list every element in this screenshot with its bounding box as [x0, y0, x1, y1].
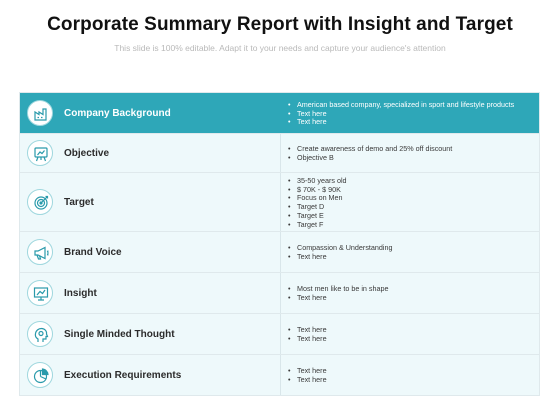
- column-divider: [280, 232, 281, 272]
- page-subtitle: This slide is 100% editable. Adapt it to…: [114, 43, 446, 53]
- bullet-item: $ 70K - $ 90K: [288, 185, 347, 195]
- table-row: Target 35-50 years old $ 70K - $ 90K Foc…: [20, 173, 539, 232]
- bullet-item: Text here: [288, 366, 327, 376]
- column-divider: [280, 173, 281, 231]
- bullet-item: Text here: [288, 293, 389, 303]
- column-divider: [280, 314, 281, 354]
- row-bullets: Text here Text here: [288, 325, 327, 344]
- bullet-item: Text here: [288, 334, 327, 344]
- analytics-board-icon: [27, 280, 53, 306]
- bullet-item: Target F: [288, 220, 347, 230]
- target-icon: [27, 189, 53, 215]
- summary-table: Company Background American based compan…: [19, 92, 540, 396]
- row-bullets: Text here Text here: [288, 366, 327, 385]
- row-bullets: Compassion & Understanding Text here: [288, 243, 393, 262]
- row-bullets: Create awareness of demo and 25% off dis…: [288, 144, 452, 163]
- bullet-item: Target E: [288, 211, 347, 221]
- bullet-item: Most men like to be in shape: [288, 284, 389, 294]
- bullet-item: Text here: [288, 109, 514, 119]
- bullet-item: Focus on Men: [288, 194, 347, 203]
- column-divider: [280, 355, 281, 395]
- row-label-insight: Insight: [64, 288, 97, 299]
- bullet-item: American based company, specialized in s…: [288, 100, 514, 110]
- column-divider: [280, 134, 281, 172]
- bullet-item: Compassion & Understanding: [288, 243, 393, 253]
- column-divider: [280, 93, 281, 133]
- bullet-item: Create awareness of demo and 25% off dis…: [288, 144, 452, 154]
- bullet-item: 35-50 years old: [288, 176, 347, 186]
- row-bullets: American based company, specialized in s…: [288, 100, 514, 127]
- row-label-objective: Objective: [64, 148, 110, 159]
- row-label-single-minded-thought: Single Minded Thought: [64, 329, 175, 340]
- table-row: Execution Requirements Text here Text he…: [20, 355, 539, 395]
- table-row: Objective Create awareness of demo and 2…: [20, 134, 539, 173]
- bullet-item: Text here: [288, 325, 327, 335]
- bullet-item: Text here: [288, 252, 393, 262]
- row-bullets: 35-50 years old $ 70K - $ 90K Focus on M…: [288, 176, 347, 230]
- table-row: Insight Most men like to be in shape Tex…: [20, 273, 539, 314]
- column-divider: [280, 273, 281, 313]
- presentation-board-icon: [27, 140, 53, 166]
- row-label-execution-requirements: Execution Requirements: [64, 370, 182, 381]
- row-label-target: Target: [64, 197, 94, 208]
- pie-chart-icon: [27, 362, 53, 388]
- bullet-item: Target D: [288, 202, 347, 212]
- table-row: Brand Voice Compassion & Understanding T…: [20, 232, 539, 273]
- bullet-item: Text here: [288, 118, 514, 127]
- factory-icon: [27, 100, 53, 126]
- table-row: Company Background American based compan…: [20, 93, 539, 134]
- page-title: Corporate Summary Report with Insight an…: [47, 14, 513, 35]
- row-label-company-background: Company Background: [64, 108, 171, 119]
- row-label-brand-voice: Brand Voice: [64, 247, 122, 258]
- bullet-item: Text here: [288, 375, 327, 385]
- table-row: Single Minded Thought Text here Text her…: [20, 314, 539, 355]
- head-idea-icon: [27, 321, 53, 347]
- bullhorn-icon: [27, 239, 53, 265]
- row-bullets: Most men like to be in shape Text here: [288, 284, 389, 303]
- bullet-item: Objective B: [288, 153, 452, 163]
